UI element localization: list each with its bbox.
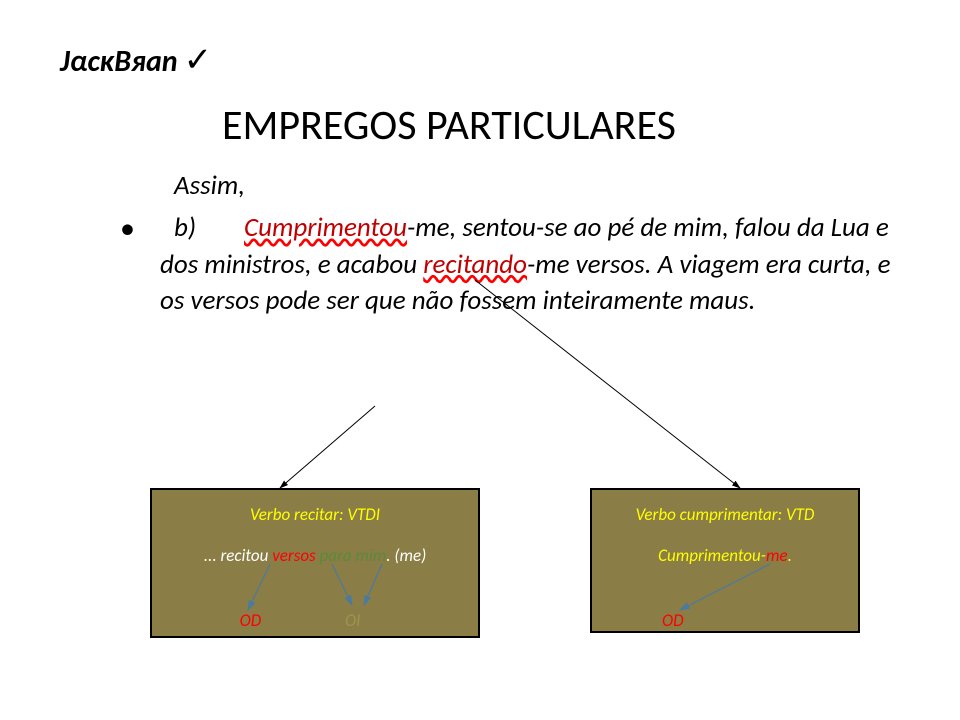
brand: JαcκBяan✓ xyxy=(60,40,212,81)
bl-recitou: ... recitou xyxy=(204,545,272,566)
bl-versos: versos xyxy=(272,545,319,566)
word-recitando: recitando xyxy=(423,248,527,281)
bl-od: OD xyxy=(240,610,262,631)
box-recitar-header: Verbo recitar: VTDI xyxy=(152,504,478,525)
bl-oi: OI xyxy=(345,610,360,631)
box-cumprimentar-header: Verbo cumprimentar: VTD xyxy=(592,504,858,525)
page-title: EMPREGOS PARTICULARES xyxy=(222,100,676,151)
box-cumprimentar-line2: Cumprimentou-me. xyxy=(592,545,858,566)
box-recitar-line2: ... recitou versos para mim. (me) xyxy=(152,545,478,566)
slide: JαcκBяan✓ EMPREGOS PARTICULARES Assim, •… xyxy=(0,0,960,720)
bl-me: . (me) xyxy=(386,545,426,566)
bullet-row: • b)Cumprimentou-me, sentou-se ao pé de … xyxy=(120,210,900,319)
br-me: me xyxy=(766,545,788,566)
bullet-marker: • xyxy=(120,210,160,319)
body-text: Assim, • b)Cumprimentou-me, sentou-se ao… xyxy=(120,168,900,320)
bl-paramim: para mim xyxy=(320,545,387,566)
box-cumprimentar: Verbo cumprimentar: VTD Cumprimentou-me.… xyxy=(590,488,860,633)
lead-word: Assim, xyxy=(174,168,900,204)
br-dot: . xyxy=(788,545,792,566)
word-me1: -me xyxy=(407,211,450,244)
brand-name: JαcκBяan xyxy=(60,43,178,80)
br-cumprimentou: Cumprimentou- xyxy=(658,545,766,566)
check-icon: ✓ xyxy=(184,40,213,81)
word-cumprimentou: Cumprimentou xyxy=(244,211,407,244)
box-cumprimentar-labels: OD xyxy=(592,584,858,631)
br-od: OD xyxy=(662,610,684,631)
bullet-text: b)Cumprimentou-me, sentou-se ao pé de mi… xyxy=(160,210,900,319)
box-recitar: Verbo recitar: VTDI ... recitou versos p… xyxy=(150,488,480,638)
arrow-top-left xyxy=(280,406,375,488)
item-label: b) xyxy=(174,210,244,246)
box-recitar-labels: OD OI xyxy=(152,584,478,631)
